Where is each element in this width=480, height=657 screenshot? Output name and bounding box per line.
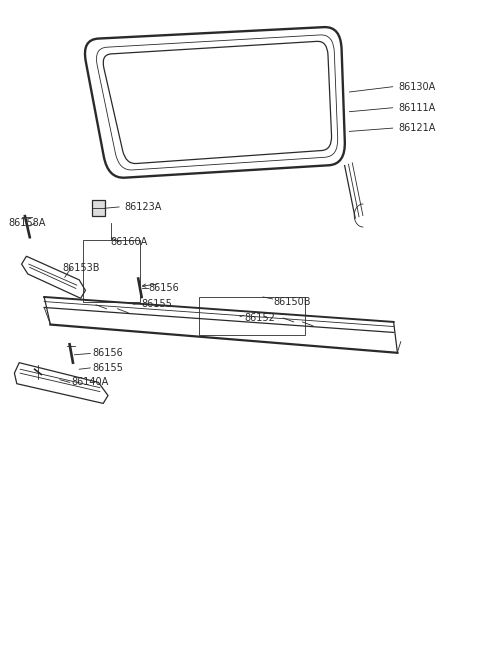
Text: 86153B: 86153B [62, 263, 100, 273]
Text: 86130A: 86130A [398, 81, 436, 92]
Text: 86160A: 86160A [110, 237, 148, 247]
Text: 86158A: 86158A [9, 218, 46, 229]
Text: 86156: 86156 [92, 348, 123, 359]
Text: 86155: 86155 [92, 363, 123, 373]
Bar [199, 297, 305, 335]
Bar [92, 200, 105, 216]
Text: 86155: 86155 [142, 298, 172, 309]
Text: 86111A: 86111A [398, 102, 436, 113]
Text: 86152: 86152 [245, 313, 276, 323]
Text: 86150B: 86150B [274, 297, 311, 307]
Bar [83, 240, 140, 302]
Text: 86156: 86156 [149, 283, 180, 293]
Text: 86123A: 86123A [125, 202, 162, 212]
Text: 86121A: 86121A [398, 123, 436, 133]
Text: 86140A: 86140A [71, 377, 108, 388]
